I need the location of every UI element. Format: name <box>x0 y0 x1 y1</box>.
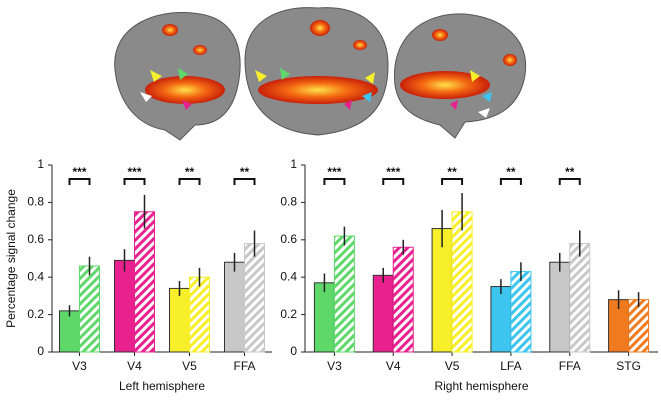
x-tick-label: V5 <box>445 359 460 373</box>
significance-label: *** <box>127 165 141 179</box>
bar <box>373 275 393 352</box>
activation <box>193 45 207 55</box>
y-tick-label: 0 <box>290 344 297 358</box>
y-tick-label: 1 <box>290 157 297 171</box>
bar <box>570 244 590 352</box>
activation <box>145 76 225 104</box>
bar <box>511 272 531 352</box>
bar <box>170 288 190 352</box>
x-tick-label: FFA <box>233 359 255 373</box>
x-axis-title: Left hemisphere <box>119 379 205 393</box>
significance-bracket <box>180 179 200 185</box>
significance-bracket <box>560 179 580 185</box>
significance-bracket <box>235 179 255 185</box>
bar <box>115 260 135 352</box>
bar <box>245 244 265 352</box>
bar <box>135 212 155 352</box>
bar <box>629 300 649 352</box>
activation <box>162 24 178 36</box>
significance-label: ** <box>565 165 575 179</box>
significance-label: ** <box>185 165 195 179</box>
significance-label: *** <box>72 165 86 179</box>
y-tick-label: 0.8 <box>27 195 44 209</box>
y-axis-title: Percentage signal change <box>4 189 18 328</box>
significance-label: ** <box>447 165 457 179</box>
y-tick-label: 0.6 <box>27 232 44 246</box>
brain-images <box>115 8 526 140</box>
bar <box>314 283 334 352</box>
activation <box>353 40 367 50</box>
significance-bracket <box>442 179 462 185</box>
y-tick-label: 0.4 <box>27 269 44 283</box>
x-tick-label: V3 <box>327 359 342 373</box>
significance-label: *** <box>327 165 341 179</box>
y-tick-label: 1 <box>37 157 44 171</box>
activation <box>432 29 448 41</box>
bar <box>550 262 570 352</box>
y-tick-label: 0.6 <box>280 232 297 246</box>
bar <box>452 212 472 352</box>
x-tick-label: V4 <box>127 359 142 373</box>
activation <box>258 76 378 104</box>
x-tick-label: STG <box>616 359 641 373</box>
bar <box>190 277 210 352</box>
y-tick-label: 0.2 <box>27 307 44 321</box>
y-tick-label: 0.4 <box>280 269 297 283</box>
significance-bracket <box>501 179 521 185</box>
bar <box>60 311 80 352</box>
x-tick-label: LFA <box>500 359 521 373</box>
significance-bracket <box>324 179 344 185</box>
activation <box>503 54 517 66</box>
significance-label: *** <box>386 165 400 179</box>
significance-bracket <box>125 179 145 185</box>
y-tick-label: 0.2 <box>280 307 297 321</box>
x-tick-label: V4 <box>386 359 401 373</box>
significance-label: ** <box>240 165 250 179</box>
activation <box>310 20 330 36</box>
significance-label: ** <box>506 165 516 179</box>
y-tick-label: 0 <box>37 344 44 358</box>
bar <box>225 262 245 352</box>
y-tick-label: 0.8 <box>280 195 297 209</box>
significance-bracket <box>383 179 403 185</box>
bar <box>334 236 354 352</box>
x-axis-title: Right hemisphere <box>434 379 528 393</box>
x-tick-label: V3 <box>72 359 87 373</box>
bar <box>80 266 100 352</box>
x-tick-label: FFA <box>559 359 581 373</box>
significance-bracket <box>70 179 90 185</box>
x-tick-label: V5 <box>182 359 197 373</box>
bar <box>491 287 511 352</box>
bar <box>393 247 413 352</box>
